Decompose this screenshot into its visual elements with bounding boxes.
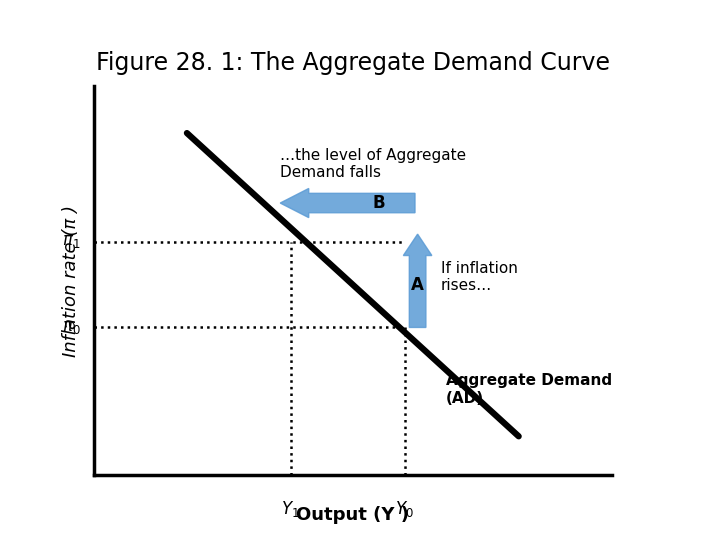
Text: A: A — [411, 276, 424, 294]
Text: B: B — [372, 194, 385, 212]
FancyArrow shape — [403, 234, 432, 327]
Y-axis label: Inflation rate (π ): Inflation rate (π ) — [62, 205, 80, 357]
Text: $\pi_1$: $\pi_1$ — [62, 233, 81, 251]
Text: $Y_1$: $Y_1$ — [282, 498, 300, 518]
Title: Figure 28. 1: The Aggregate Demand Curve: Figure 28. 1: The Aggregate Demand Curve — [96, 51, 610, 75]
FancyArrow shape — [280, 188, 415, 218]
X-axis label: Output (Y ): Output (Y ) — [297, 506, 409, 524]
Text: …the level of Aggregate
Demand falls: …the level of Aggregate Demand falls — [280, 148, 467, 180]
Text: $\pi_0$: $\pi_0$ — [62, 319, 81, 336]
Text: If inflation
rises…: If inflation rises… — [441, 261, 518, 293]
Text: Aggregate Demand
(AD): Aggregate Demand (AD) — [446, 374, 612, 406]
Text: $Y_0$: $Y_0$ — [395, 498, 414, 518]
